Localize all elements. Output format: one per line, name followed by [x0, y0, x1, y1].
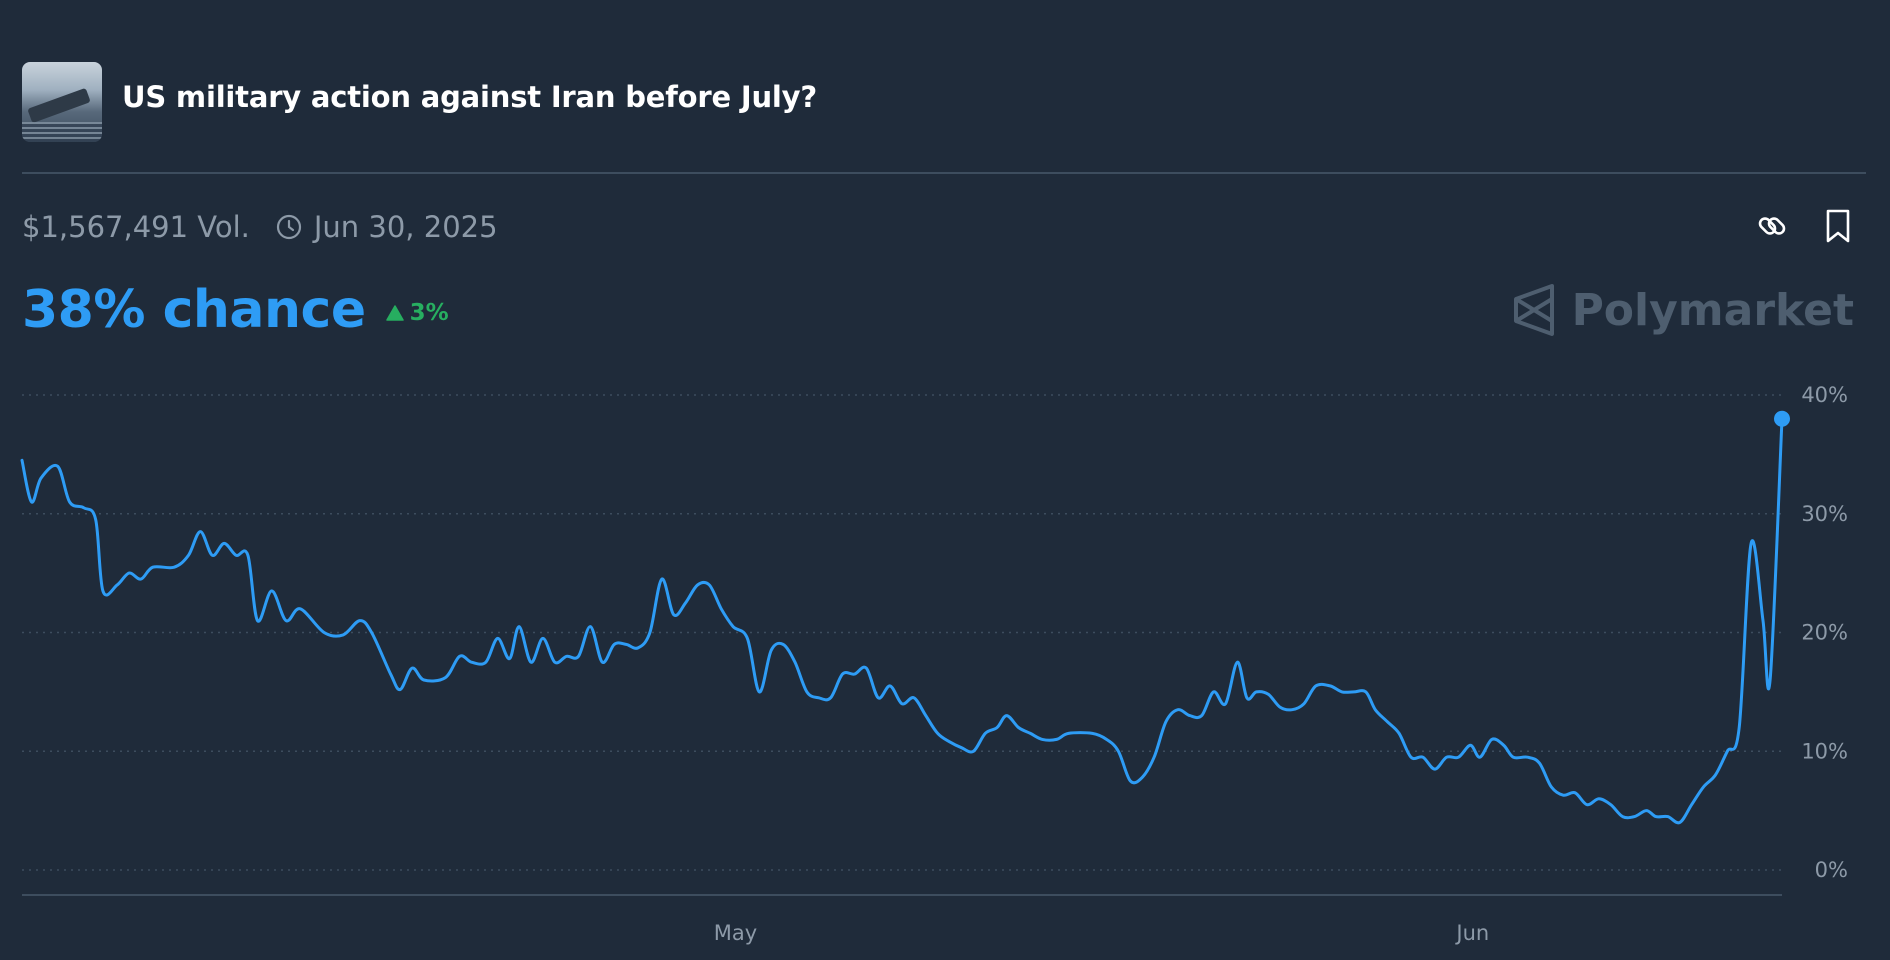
link-icon — [1758, 217, 1786, 235]
x-axis-ticks: May Jun — [714, 921, 1489, 945]
market-thumbnail — [22, 62, 102, 142]
y-tick-label: 40% — [1801, 383, 1848, 407]
chart-grid — [22, 394, 1782, 871]
chance-delta: 3% — [385, 300, 449, 326]
copy-link-button[interactable] — [1756, 208, 1788, 244]
y-tick-label: 0% — [1815, 858, 1848, 882]
bookmark-button[interactable] — [1822, 208, 1854, 244]
current-value-dot — [1774, 410, 1790, 427]
end-date-text: Jun 30, 2025 — [313, 210, 498, 244]
end-date: Jun 30, 2025 — [276, 210, 498, 244]
market-meta: $1,567,491 Vol. Jun 30, 2025 — [22, 209, 498, 245]
action-buttons — [1756, 208, 1854, 244]
chance-delta-text: 3% — [409, 300, 449, 326]
polymarket-logo-icon — [1513, 284, 1554, 336]
aircraft-carrier-image — [27, 87, 91, 124]
triangle-up-icon — [385, 305, 404, 321]
chance-value: 38% chance — [22, 280, 366, 340]
water-wake — [22, 122, 102, 142]
header-divider — [22, 172, 1866, 174]
x-tick-label: May — [714, 921, 757, 945]
clock-icon — [276, 214, 301, 240]
y-tick-label: 20% — [1801, 621, 1848, 645]
chance-row: 38% chance 3% — [22, 280, 449, 340]
bookmark-icon — [1826, 209, 1850, 243]
y-axis-ticks: 0% 10% 20% 30% 40% — [1801, 383, 1848, 882]
y-tick-label: 10% — [1801, 739, 1848, 763]
market-title[interactable]: US military action against Iran before J… — [122, 80, 817, 114]
series-line — [20, 417, 1784, 825]
polymarket-logo: Polymarket — [1512, 282, 1854, 338]
brand-name: Polymarket — [1571, 284, 1854, 336]
volume-text: $1,567,491 Vol. — [22, 210, 250, 244]
y-tick-label: 30% — [1801, 502, 1848, 526]
x-tick-label: Jun — [1454, 921, 1489, 945]
price-chart[interactable]: 0% 10% 20% 30% 40% May Jun — [0, 370, 1890, 960]
